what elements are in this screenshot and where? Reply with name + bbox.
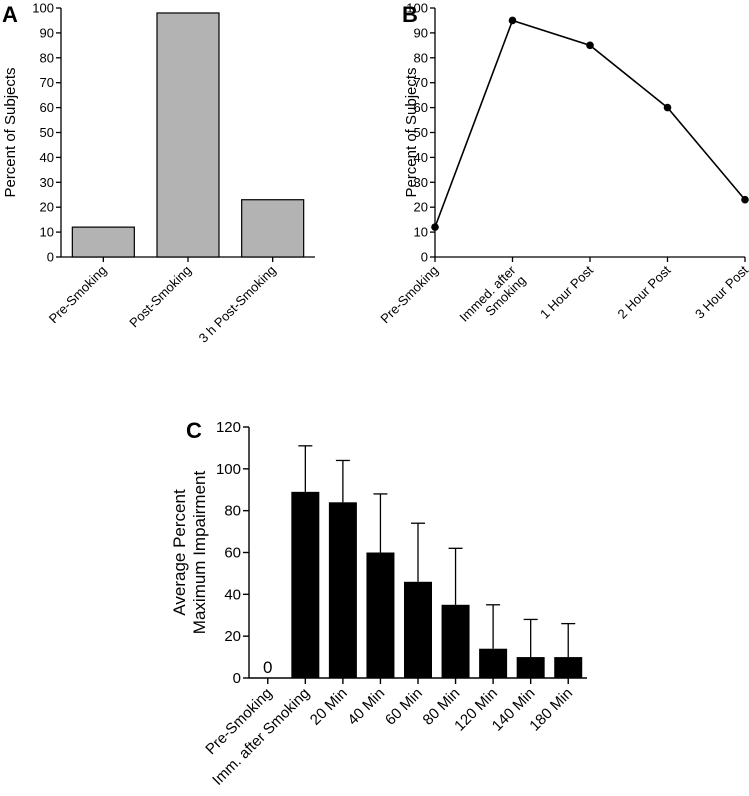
- y-tick-label: 0: [233, 670, 241, 687]
- x-tick-label: 2 Hour Post: [614, 262, 673, 321]
- bar: [241, 199, 305, 258]
- y-tick-label: 40: [414, 150, 428, 165]
- panel-label-b: B: [402, 2, 418, 27]
- y-axis-label: Maximum Impairment: [190, 471, 209, 635]
- y-tick-label: 20: [40, 200, 54, 215]
- bar: [156, 12, 220, 258]
- y-tick-label: 30: [40, 175, 54, 190]
- panel-label-c: C: [186, 418, 202, 443]
- y-tick-label: 70: [40, 75, 54, 90]
- bar: [516, 657, 545, 678]
- y-tick-label: 100: [32, 1, 54, 16]
- y-tick-label: 0: [47, 250, 54, 265]
- y-tick-label: 20: [224, 628, 241, 645]
- y-tick-label: 60: [40, 100, 54, 115]
- y-tick-label: 50: [40, 125, 54, 140]
- data-point: [741, 195, 749, 204]
- x-tick-label: Pre-Smoking: [46, 263, 110, 327]
- x-tick-label: Post-Smoking: [126, 263, 194, 331]
- panel-label-a: A: [2, 2, 18, 27]
- x-tick-label: 60 Min: [382, 685, 426, 729]
- data-point: [586, 41, 594, 50]
- data-point: [663, 103, 672, 112]
- data-point: [431, 223, 439, 231]
- y-tick-label: 60: [224, 545, 241, 562]
- y-tick-label: 10: [40, 225, 54, 240]
- x-tick-label: 40 Min: [344, 685, 388, 729]
- bar: [366, 552, 395, 678]
- bar: [404, 581, 432, 678]
- zero-value-label: 0: [263, 658, 272, 677]
- y-tick-label: 40: [224, 586, 241, 603]
- y-tick-label: 100: [406, 1, 428, 16]
- chart-c: C 0 20 40 60 80 100 120 Average Percent Maximum I…: [170, 418, 587, 789]
- chart-a: A 0 10 20 30 40 50 60 70 80 90 100 Percent of Subjec…: [2, 1, 315, 346]
- x-tick-label: 1 Hour Post: [537, 262, 596, 321]
- y-tick-label: 120: [216, 419, 241, 436]
- y-axis-label: Percent of Subjects: [403, 67, 420, 197]
- x-tick-label: 20 Min: [307, 685, 351, 729]
- y-axis-label: Average Percent: [170, 489, 189, 616]
- series-line: [434, 19, 746, 228]
- chart-b: B 0 10 20 30 40 50 60 70 80 90 100 Percent of Subjec…: [377, 1, 749, 327]
- y-tick-label: 40: [40, 150, 54, 165]
- bar: [479, 648, 508, 678]
- y-tick-label: 30: [414, 175, 428, 190]
- data-point: [508, 16, 517, 25]
- y-tick-label: 50: [414, 125, 428, 140]
- x-tick-label: 3 h Post-Smoking: [196, 263, 279, 346]
- x-tick-label: Pre-Smoking: [377, 263, 441, 327]
- bar: [291, 491, 320, 678]
- y-tick-label: 20: [414, 200, 428, 215]
- y-tick-label: 0: [421, 250, 428, 265]
- y-tick-label: 70: [414, 75, 428, 90]
- y-tick-label: 90: [40, 25, 54, 40]
- bar: [71, 226, 135, 258]
- x-tick-label: 3 Hour Post: [692, 262, 749, 321]
- y-tick-label: 90: [414, 25, 428, 40]
- bar: [441, 604, 470, 678]
- bar: [328, 502, 357, 678]
- bar: [554, 657, 583, 678]
- y-axis-label: Percent of Subjects: [2, 67, 19, 197]
- y-tick-label: 80: [40, 50, 54, 65]
- y-tick-label: 100: [216, 461, 241, 478]
- y-tick-label: 10: [414, 225, 428, 240]
- y-tick-label: 80: [224, 503, 241, 520]
- y-tick-label: 60: [414, 100, 428, 115]
- y-tick-label: 80: [414, 50, 428, 65]
